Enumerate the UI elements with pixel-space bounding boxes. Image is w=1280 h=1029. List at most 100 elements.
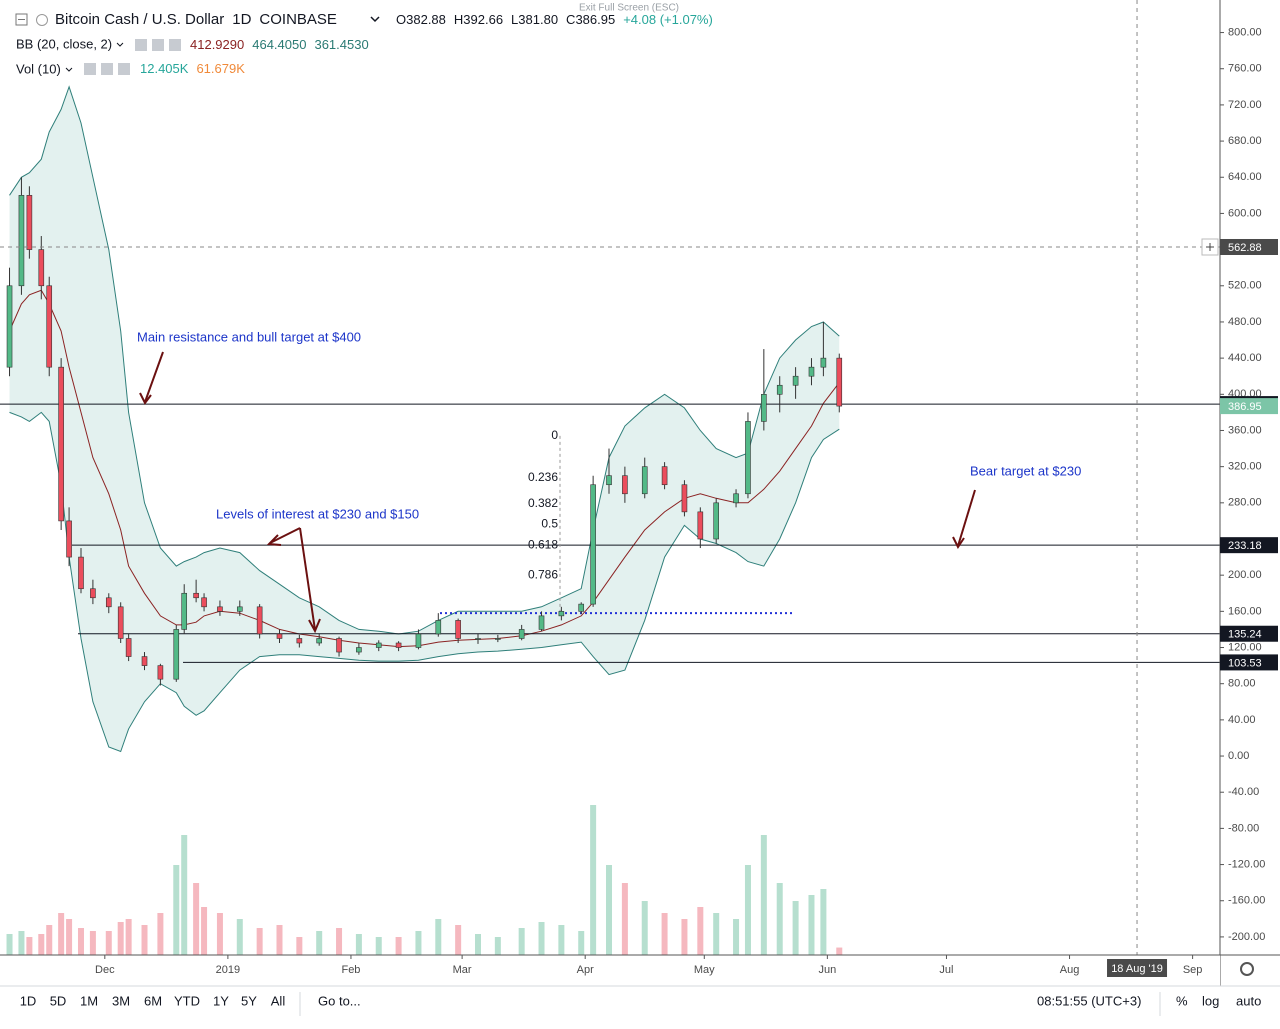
range-button[interactable]: YTD — [174, 993, 200, 1008]
percent-button[interactable]: % — [1176, 993, 1188, 1008]
candle-body — [78, 556, 84, 590]
settings-icon[interactable] — [1240, 962, 1254, 976]
volume-bar — [733, 919, 740, 955]
volume-bar — [455, 925, 462, 955]
crosshair-date: 18 Aug '19 — [1111, 963, 1163, 975]
auto-button[interactable]: auto — [1236, 993, 1261, 1008]
exchange: COINBASE — [259, 11, 337, 28]
candle-body — [217, 606, 223, 612]
bb-legend[interactable]: BB (20, close, 2) — [16, 36, 112, 51]
candle-body — [681, 484, 688, 513]
price-tag-label: 386.95 — [1228, 401, 1262, 413]
ohlc-key: L — [511, 12, 518, 27]
volume-bar — [6, 934, 13, 955]
candle-body — [641, 466, 648, 495]
candle-body — [276, 633, 283, 639]
volume-bar — [336, 928, 343, 955]
range-button[interactable]: 5D — [50, 993, 67, 1008]
x-tick-label: Mar — [453, 964, 472, 976]
x-tick-label: Jul — [939, 964, 953, 976]
caret[interactable] — [370, 16, 380, 23]
candle-body — [105, 597, 112, 608]
range-button[interactable]: 6M — [144, 993, 162, 1008]
volume-bar — [558, 925, 565, 955]
y-tick-label: 640.00 — [1228, 171, 1262, 183]
volume-bar — [538, 922, 545, 955]
volume-bar — [776, 883, 783, 955]
candle-body — [66, 520, 72, 558]
volume-bar — [474, 934, 481, 955]
candle-body — [733, 493, 739, 504]
y-tick-label: -120.00 — [1228, 858, 1265, 870]
range-button[interactable]: 1M — [80, 993, 98, 1008]
volume-bar — [375, 937, 382, 955]
arrowhead — [952, 536, 965, 549]
range-button[interactable]: 1Y — [213, 993, 229, 1008]
candle-body — [26, 195, 33, 250]
add-icon — [1206, 242, 1214, 251]
candle-body — [836, 357, 843, 407]
volume-bar — [435, 919, 442, 955]
fib-label: 0.618 — [528, 538, 558, 552]
candle-body — [578, 603, 585, 612]
fullscreen-hint[interactable]: Exit Full Screen (ESC) — [579, 3, 679, 14]
fib-label: 0.786 — [528, 567, 558, 581]
range-button[interactable]: All — [271, 993, 286, 1008]
bb-lower — [9, 411, 840, 753]
icon[interactable] — [152, 39, 164, 51]
price-axis — [1220, 0, 1280, 986]
candle-body — [375, 642, 382, 648]
arrow — [269, 527, 301, 544]
range-button[interactable]: 3M — [112, 993, 130, 1008]
caret[interactable] — [116, 42, 124, 47]
y-tick-label: 0.00 — [1228, 750, 1249, 762]
candle-body — [495, 638, 501, 640]
icon[interactable] — [101, 63, 113, 75]
icon[interactable] — [84, 63, 96, 75]
range-button[interactable]: 1D — [20, 993, 37, 1008]
volume-bar — [606, 865, 613, 955]
candle-body — [475, 638, 481, 640]
caret[interactable] — [65, 67, 73, 72]
collapse-icon[interactable] — [15, 13, 28, 26]
vol-legend[interactable]: Vol (10) — [16, 61, 61, 76]
clock: 08:51:55 (UTC+3) — [1037, 993, 1141, 1008]
volume-bar — [792, 901, 799, 955]
icon[interactable] — [118, 63, 130, 75]
volume-bar — [58, 913, 65, 955]
candle-body — [181, 592, 188, 630]
goto-button[interactable]: Go to... — [318, 993, 361, 1008]
range-button[interactable]: 5Y — [241, 993, 257, 1008]
x-tick-label: 2019 — [216, 964, 240, 976]
volume-bar — [276, 925, 283, 955]
y-tick-label: 80.00 — [1228, 678, 1256, 690]
price-tag-label: 233.18 — [1228, 540, 1262, 552]
icon[interactable] — [135, 39, 147, 51]
volume-bar — [836, 947, 843, 955]
candle-body — [125, 638, 132, 657]
log-button[interactable]: log — [1202, 993, 1219, 1008]
ohlc: O382.88 H392.66 L381.80 C386.95 +4.08 (+1.07… — [396, 12, 713, 27]
icon[interactable] — [169, 39, 181, 51]
candle-body — [58, 366, 64, 522]
y-tick-label: 160.00 — [1228, 605, 1262, 617]
price-tag — [1220, 654, 1278, 671]
symbol-title[interactable]: Bitcoin Cash / U.S. Dollar 1D COINBASE — [55, 11, 337, 28]
annotation: Levels of interest at $230 and $150 — [216, 506, 419, 521]
y-tick-label: 520.00 — [1228, 280, 1262, 292]
x-tick-label: Sep — [1183, 964, 1203, 976]
candle-body — [18, 195, 25, 287]
candle-body — [6, 285, 13, 368]
price-tag — [1220, 238, 1278, 255]
volume-bar — [26, 937, 33, 955]
volume-bar — [193, 883, 200, 955]
price-tag — [1220, 537, 1278, 554]
volume-bar — [744, 865, 751, 955]
candle-body — [761, 393, 767, 422]
fib-label: 0.236 — [528, 470, 558, 484]
volume-bar — [38, 934, 45, 955]
y-tick-label: 480.00 — [1228, 316, 1262, 328]
ohlc-key: C — [566, 12, 575, 27]
candle-body — [38, 249, 45, 287]
